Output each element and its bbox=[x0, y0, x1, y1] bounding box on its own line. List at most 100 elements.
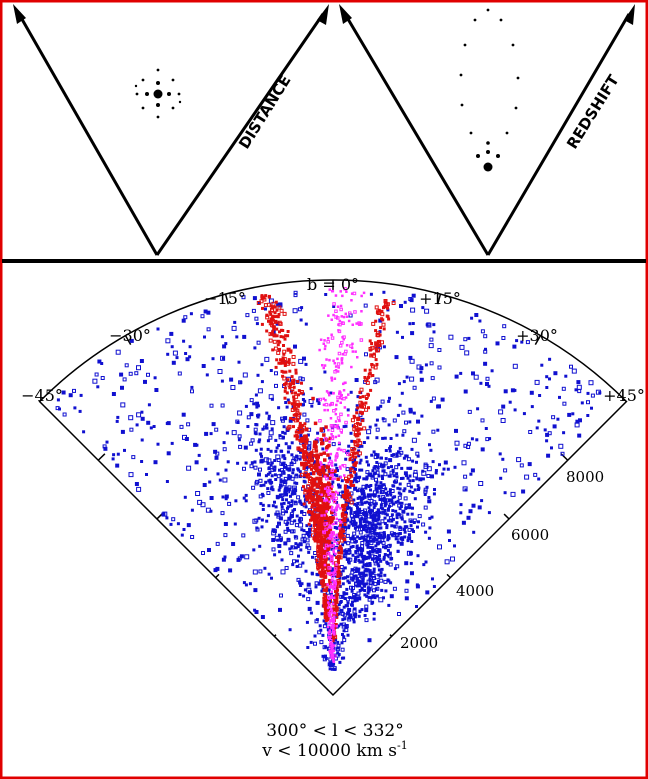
galaxy-point bbox=[171, 517, 176, 522]
galaxy-point bbox=[336, 357, 339, 361]
galaxy-point bbox=[328, 436, 333, 441]
galaxy-point bbox=[336, 579, 341, 583]
galaxy-point bbox=[275, 510, 280, 515]
galaxy-point bbox=[354, 467, 357, 471]
galaxy-point bbox=[331, 473, 334, 476]
galaxy-point bbox=[405, 474, 408, 478]
galaxy-point bbox=[274, 300, 278, 304]
galaxy-point bbox=[461, 460, 467, 466]
galaxy-point bbox=[424, 308, 430, 314]
galaxy-point bbox=[387, 317, 391, 321]
galaxy-point bbox=[340, 362, 344, 365]
galaxy-point bbox=[552, 424, 557, 429]
galaxy-point bbox=[255, 405, 259, 409]
galaxy-point bbox=[371, 374, 375, 377]
galaxy-point bbox=[402, 429, 407, 434]
galaxy-point bbox=[295, 565, 299, 568]
galaxy-point bbox=[332, 313, 335, 317]
galaxy-point bbox=[332, 630, 336, 635]
galaxy-point bbox=[349, 468, 354, 473]
galaxy-point bbox=[480, 418, 485, 423]
galaxy-point bbox=[416, 525, 419, 529]
galaxy-point bbox=[354, 523, 357, 527]
galaxy-point bbox=[261, 306, 264, 310]
galaxy-point bbox=[371, 600, 375, 604]
distance-right-arm bbox=[155, 13, 325, 256]
galaxy-point bbox=[415, 451, 420, 456]
galaxy-point bbox=[411, 491, 415, 494]
galaxy-point bbox=[569, 364, 573, 369]
galaxy-point bbox=[360, 588, 364, 592]
galaxy-point bbox=[283, 389, 287, 393]
galaxy-point bbox=[252, 296, 257, 301]
galaxy-point bbox=[345, 587, 349, 591]
galaxy-point bbox=[395, 433, 399, 437]
galaxy-point bbox=[377, 568, 381, 572]
galaxy-point bbox=[325, 464, 329, 469]
galaxy-point bbox=[475, 438, 479, 442]
galaxy-point bbox=[576, 380, 581, 385]
galaxy-point bbox=[301, 429, 305, 433]
galaxy-point bbox=[268, 435, 273, 440]
galaxy-point bbox=[282, 501, 286, 505]
galaxy-point bbox=[332, 583, 337, 587]
galaxy-point bbox=[329, 470, 334, 474]
galaxy-point bbox=[322, 619, 326, 623]
galaxy-point bbox=[548, 377, 551, 381]
galaxy-point bbox=[94, 372, 99, 377]
galaxy-point bbox=[327, 631, 332, 635]
galaxy-point bbox=[327, 603, 332, 608]
galaxy-point bbox=[231, 430, 237, 436]
galaxy-point bbox=[381, 477, 384, 480]
galaxy-point bbox=[350, 448, 355, 453]
galaxy-point bbox=[371, 518, 375, 522]
galaxy-point bbox=[368, 425, 372, 429]
galaxy-point bbox=[331, 575, 335, 579]
galaxy-point bbox=[305, 494, 308, 498]
galaxy-point bbox=[345, 480, 349, 484]
galaxy-point bbox=[300, 381, 303, 385]
galaxy-point bbox=[276, 315, 280, 319]
galaxy-point bbox=[367, 463, 370, 467]
galaxy-point bbox=[357, 416, 361, 420]
galaxy-point bbox=[429, 361, 434, 366]
distance-right-arrowhead bbox=[317, 4, 329, 25]
galaxy-point bbox=[360, 574, 365, 579]
galaxy-point bbox=[143, 379, 147, 384]
galaxy-point bbox=[508, 400, 512, 404]
galaxy-point bbox=[300, 510, 303, 514]
galaxy-point bbox=[398, 507, 402, 511]
galaxy-point bbox=[281, 470, 286, 475]
galaxy-point bbox=[407, 536, 412, 541]
galaxy-point bbox=[292, 382, 296, 386]
galaxy-point bbox=[292, 385, 296, 389]
galaxy-point bbox=[300, 425, 304, 429]
galaxy-point bbox=[295, 402, 299, 406]
galaxy-point bbox=[292, 559, 296, 564]
galaxy-point bbox=[286, 537, 290, 541]
galaxy-point bbox=[280, 508, 285, 513]
galaxy-point bbox=[334, 412, 338, 416]
galaxy-point bbox=[500, 418, 506, 423]
galaxy-point bbox=[434, 469, 438, 472]
galaxy-point bbox=[350, 292, 354, 295]
galaxy-point bbox=[330, 379, 334, 382]
galaxy-point bbox=[378, 318, 383, 323]
galaxy-point bbox=[344, 494, 348, 498]
galaxy-point bbox=[351, 342, 354, 346]
galaxy-point bbox=[571, 412, 575, 416]
galaxy-point bbox=[404, 588, 409, 593]
galaxy-point bbox=[366, 562, 371, 567]
galaxy-point bbox=[249, 464, 254, 469]
galaxy-point bbox=[180, 533, 184, 537]
galaxy-point bbox=[467, 409, 472, 414]
galaxy-point bbox=[330, 590, 333, 593]
galaxy-point bbox=[328, 358, 331, 362]
galaxy-point bbox=[397, 450, 400, 454]
galaxy-point bbox=[292, 491, 296, 495]
galaxy-point bbox=[412, 530, 415, 533]
galaxy-point bbox=[410, 447, 414, 451]
galaxy-point bbox=[209, 496, 214, 500]
galaxy-point bbox=[314, 585, 318, 589]
galaxy-point bbox=[306, 433, 310, 437]
